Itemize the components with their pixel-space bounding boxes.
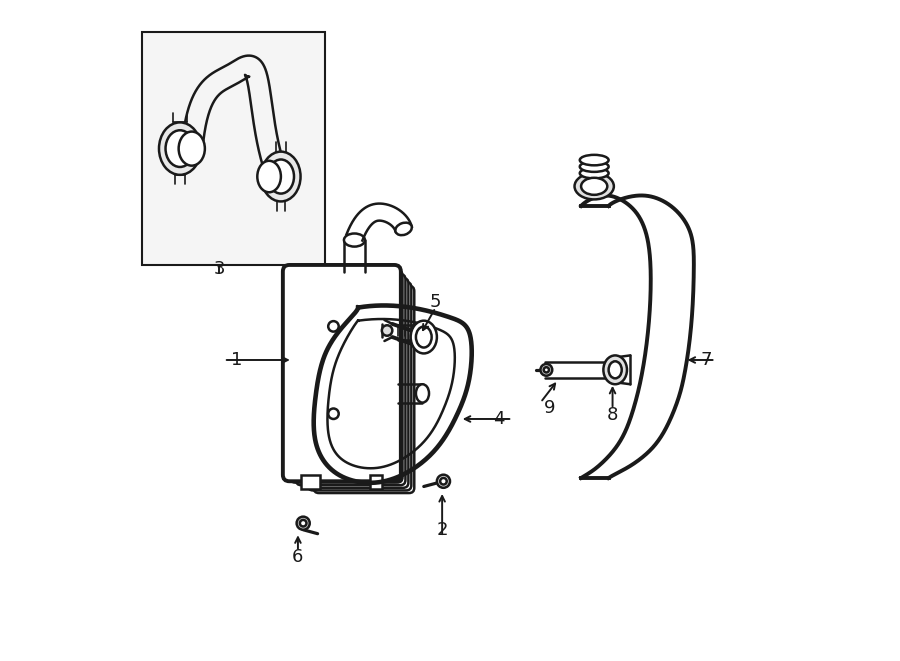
Circle shape <box>328 408 338 419</box>
Ellipse shape <box>580 161 608 172</box>
Text: 6: 6 <box>292 548 303 566</box>
Ellipse shape <box>166 130 194 167</box>
Text: 9: 9 <box>544 399 555 417</box>
Circle shape <box>544 368 549 372</box>
Bar <box>142 32 326 265</box>
FancyBboxPatch shape <box>290 270 402 483</box>
Text: 3: 3 <box>213 260 225 278</box>
Ellipse shape <box>580 168 608 178</box>
FancyBboxPatch shape <box>296 274 405 485</box>
Circle shape <box>440 478 446 485</box>
Ellipse shape <box>159 122 201 175</box>
Circle shape <box>297 517 310 529</box>
Ellipse shape <box>344 233 364 247</box>
FancyBboxPatch shape <box>314 286 414 493</box>
Ellipse shape <box>410 321 436 354</box>
Text: 7: 7 <box>700 351 712 369</box>
Text: 8: 8 <box>607 406 618 424</box>
Ellipse shape <box>580 155 608 165</box>
Text: 1: 1 <box>231 351 243 369</box>
Ellipse shape <box>416 384 429 403</box>
Ellipse shape <box>257 161 281 192</box>
Ellipse shape <box>178 132 205 166</box>
Circle shape <box>328 321 338 332</box>
FancyBboxPatch shape <box>308 282 411 490</box>
Bar <box>370 475 382 489</box>
Circle shape <box>300 520 307 526</box>
Text: 4: 4 <box>492 410 504 428</box>
Ellipse shape <box>395 223 412 235</box>
Text: 5: 5 <box>430 293 441 311</box>
Circle shape <box>382 325 392 336</box>
Ellipse shape <box>412 325 422 340</box>
Bar <box>302 475 319 489</box>
FancyBboxPatch shape <box>302 278 409 488</box>
Circle shape <box>436 475 450 488</box>
Ellipse shape <box>416 327 432 348</box>
Ellipse shape <box>261 151 301 202</box>
Ellipse shape <box>268 159 294 194</box>
Text: 2: 2 <box>436 522 448 539</box>
Circle shape <box>541 364 553 375</box>
Ellipse shape <box>603 356 627 384</box>
Ellipse shape <box>581 178 608 195</box>
Ellipse shape <box>574 173 614 200</box>
FancyBboxPatch shape <box>283 265 400 481</box>
Ellipse shape <box>608 362 622 378</box>
